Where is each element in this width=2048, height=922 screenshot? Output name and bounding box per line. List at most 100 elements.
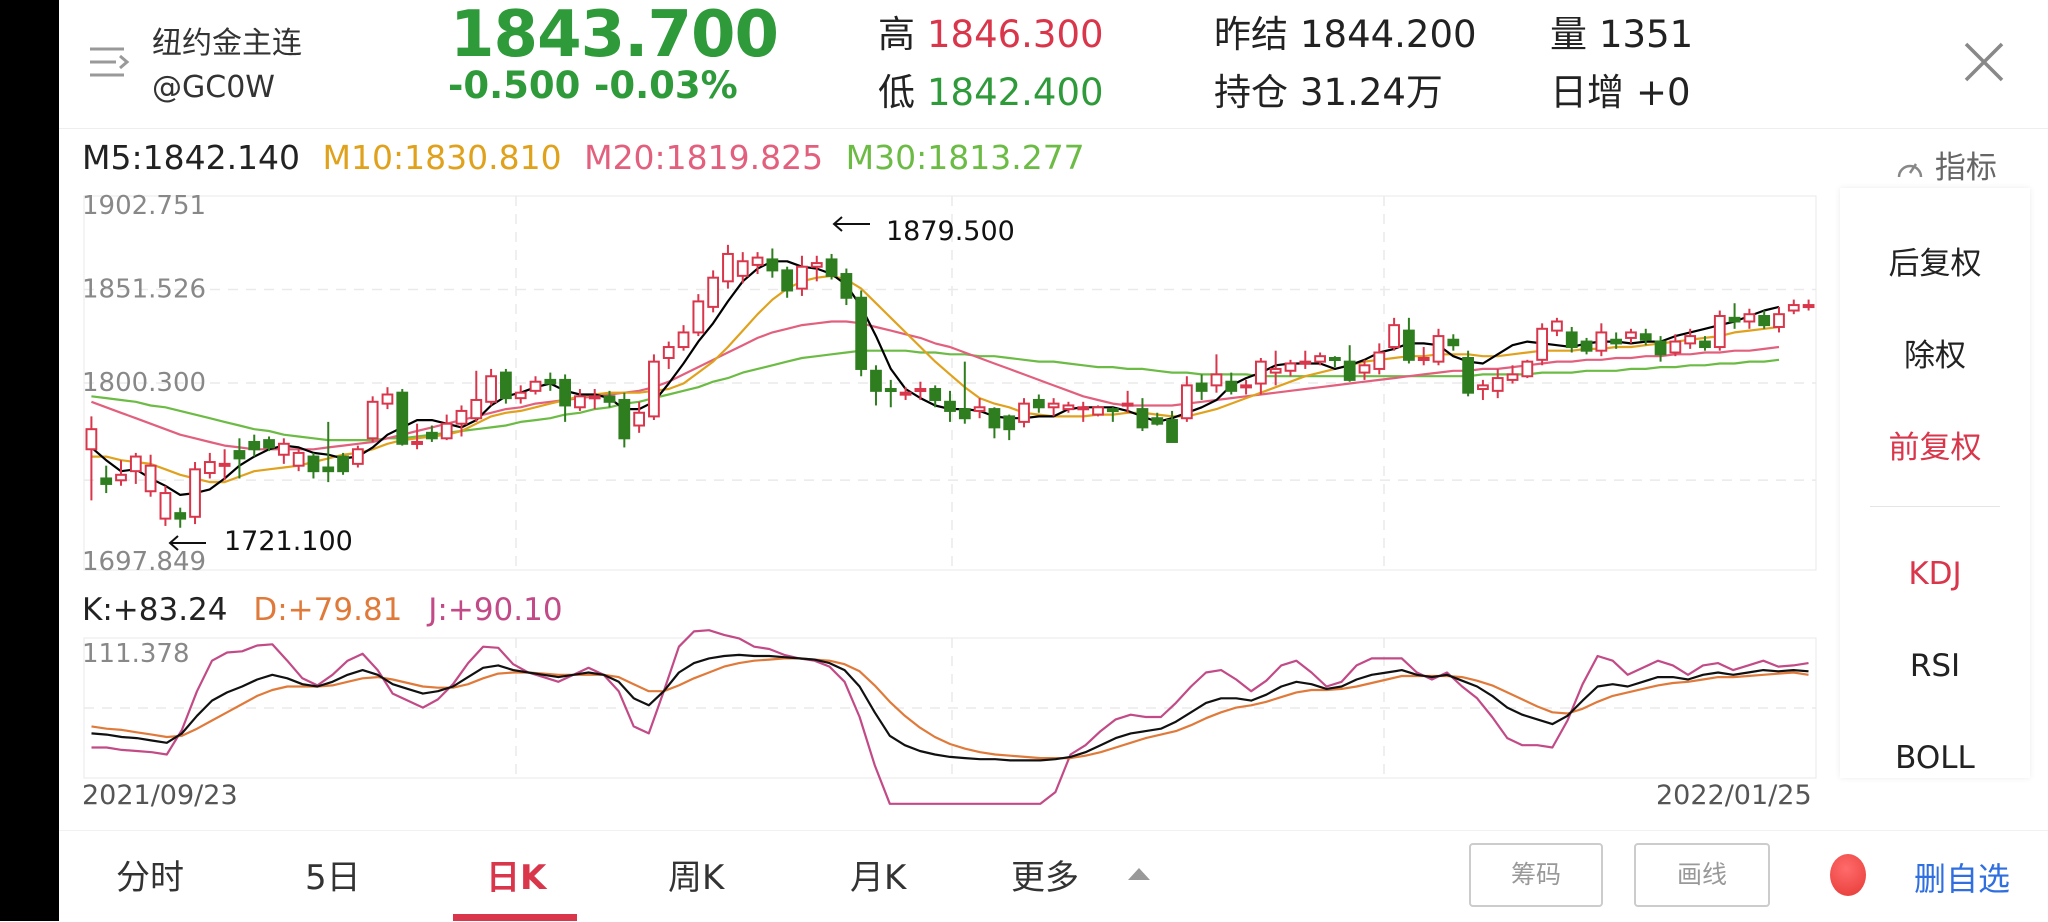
- stat-open-interest-label: 持仓: [1214, 71, 1288, 114]
- candlesticks: [85, 244, 1815, 528]
- stat-open-interest: 持仓 31.24万: [1214, 62, 1443, 116]
- start-date: 2021/09/23: [82, 780, 238, 811]
- kdj-chart-grid: [83, 637, 1817, 779]
- header-divider: [59, 128, 2048, 129]
- candle-body: [781, 269, 794, 292]
- candle-body: [1343, 360, 1356, 381]
- stat-prev-close: 昨结 1844.200: [1214, 4, 1477, 58]
- candle-body: [899, 391, 912, 396]
- indicator-button[interactable]: 指标: [1895, 142, 1997, 187]
- candle-body: [1254, 360, 1267, 385]
- candle-body: [884, 388, 897, 393]
- candle-body: [1329, 356, 1341, 361]
- candle-body: [1669, 340, 1682, 354]
- candle-body: [277, 442, 290, 456]
- ma20-line: [91, 320, 1780, 451]
- candle-body: [440, 422, 453, 440]
- candle-body: [203, 461, 216, 474]
- menu-icon[interactable]: [88, 44, 132, 80]
- price-axis-labels: 1902.751 1851.526 1800.300 1697.849: [82, 191, 206, 577]
- side-item-kdj[interactable]: KDJ: [1908, 556, 1962, 592]
- stat-low-label: 低: [878, 71, 915, 114]
- candle-body: [1106, 408, 1119, 413]
- remove-favorite-button[interactable]: 删自选: [1914, 860, 2011, 898]
- candle-body: [1403, 329, 1415, 361]
- tab-5day[interactable]: 5日: [305, 858, 361, 898]
- candle-body: [1240, 384, 1252, 389]
- k-line: [91, 653, 1809, 762]
- candle-body: [1787, 304, 1800, 312]
- tab-intraday[interactable]: 分时: [116, 858, 184, 898]
- candle-body: [1077, 406, 1090, 411]
- record-dot-icon[interactable]: [1830, 854, 1866, 896]
- draw-line-button[interactable]: 画线: [1634, 843, 1770, 907]
- candle-body: [544, 378, 557, 385]
- candle-body: [1699, 340, 1711, 349]
- candle-body: [958, 408, 971, 420]
- gauge-icon: [1895, 150, 1935, 186]
- j-line: [91, 629, 1809, 805]
- candle-body: [1299, 360, 1312, 365]
- candle-body: [1062, 404, 1075, 411]
- candle-body: [1388, 324, 1400, 349]
- ma10-line: [91, 274, 1780, 484]
- candle-body: [248, 440, 261, 451]
- candle-body: [1595, 331, 1608, 352]
- candle-body: [129, 455, 142, 473]
- candle-body: [559, 378, 571, 407]
- candle-body: [929, 388, 942, 401]
- side-item-boll[interactable]: BOLL: [1895, 740, 1975, 776]
- candle-body: [1447, 338, 1460, 347]
- candle-body: [1773, 313, 1785, 328]
- candle-body: [870, 369, 882, 392]
- candle-body: [973, 406, 986, 412]
- caret-up-icon[interactable]: [1128, 868, 1150, 880]
- candle-body: [337, 455, 349, 473]
- price-change: -0.500: [448, 64, 581, 107]
- candle-body: [796, 265, 808, 290]
- active-tab-indicator: [453, 914, 577, 921]
- candle-body: [189, 468, 201, 518]
- candle-body: [1521, 360, 1534, 378]
- side-item-forward-adjust[interactable]: 前复权: [1888, 430, 1982, 466]
- candle-body: [529, 380, 542, 392]
- candle-body: [662, 346, 675, 359]
- candle-body: [1047, 402, 1060, 409]
- kdj-tick-label: 111.378: [82, 639, 190, 669]
- candle-body: [1491, 377, 1504, 392]
- candle-body: [736, 260, 749, 277]
- ma20-legend: M20:1819.825: [584, 138, 824, 177]
- candle-body: [292, 451, 305, 467]
- candle-body: [603, 395, 616, 403]
- side-item-back-adjust[interactable]: 后复权: [1888, 246, 1982, 282]
- candle-body: [1092, 406, 1104, 416]
- candle-body: [840, 273, 853, 299]
- stat-daily-incr-value: +0: [1636, 71, 1691, 114]
- tab-daily-k[interactable]: 日K: [486, 858, 547, 898]
- candle-body: [1802, 304, 1815, 309]
- side-item-ex-rights[interactable]: 除权: [1904, 338, 1966, 374]
- candle-body: [1018, 402, 1030, 423]
- price-tick-label: 1902.751: [82, 191, 206, 221]
- side-item-rsi[interactable]: RSI: [1909, 648, 1961, 684]
- candle-body: [1136, 408, 1149, 429]
- candle-body: [677, 331, 690, 349]
- candle-body: [1462, 356, 1475, 394]
- candle-body: [233, 450, 246, 460]
- price-change-pct: -0.03%: [594, 64, 738, 107]
- candle-body: [485, 375, 497, 403]
- arrow-head: [832, 216, 843, 232]
- candle-body: [425, 431, 438, 440]
- candle-body: [648, 360, 660, 418]
- close-icon[interactable]: [1960, 38, 2008, 86]
- candle-body: [1180, 384, 1193, 420]
- candle-body: [500, 371, 512, 400]
- chips-button[interactable]: 筹码: [1469, 843, 1603, 907]
- kdj-legend: K:+83.24 D:+79.81 J:+90.10: [82, 592, 579, 628]
- candle-body: [1166, 419, 1178, 443]
- candle-body: [381, 393, 394, 405]
- tab-weekly-k[interactable]: 周K: [668, 858, 725, 898]
- tab-monthly-k[interactable]: 月K: [850, 858, 907, 898]
- tab-more[interactable]: 更多: [1011, 858, 1079, 898]
